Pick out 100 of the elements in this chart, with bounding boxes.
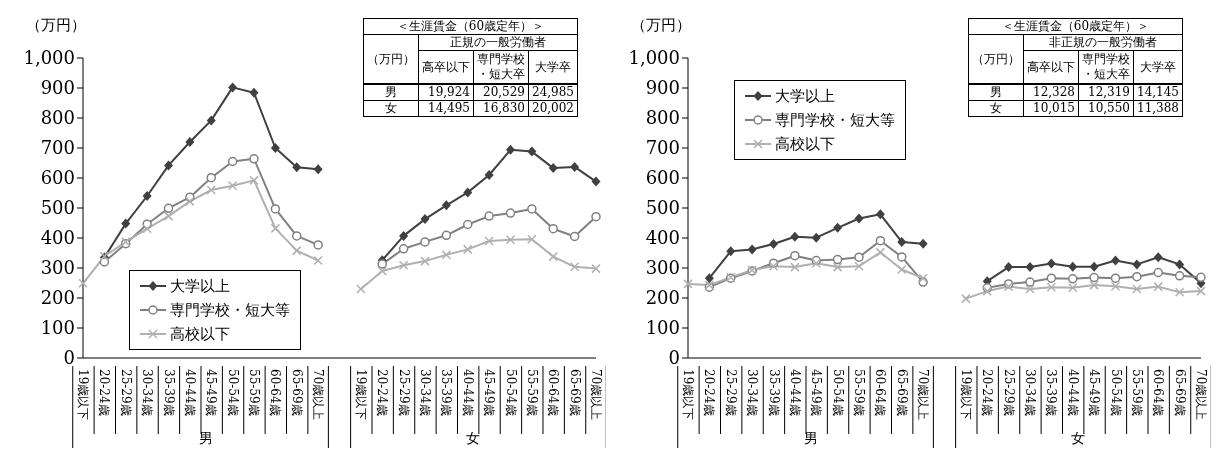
point (441, 250, 452, 260)
point (704, 273, 714, 284)
text: （万円） (363, 34, 419, 84)
x-tick-label: 65-69歳 (567, 369, 582, 416)
y-tick-label: 600 (40, 167, 75, 189)
point (875, 235, 886, 246)
x-tick-label: 60-64歳 (546, 369, 561, 416)
point (1175, 259, 1185, 270)
point (1004, 262, 1014, 273)
x-tick-label: 35-39歳 (1044, 369, 1059, 416)
x-tick-label: 19歳以下 (958, 369, 973, 421)
point (548, 223, 558, 234)
point (270, 204, 281, 214)
x-tick-label: 50-54歳 (503, 369, 518, 416)
point (1153, 267, 1163, 278)
y-tick-label: 300 (645, 257, 680, 279)
text: 男 (803, 430, 820, 448)
point (164, 160, 173, 171)
point (1132, 259, 1142, 270)
category-label: 専門学校・短大卒 (1078, 50, 1134, 84)
x-tick-label: 60-64歳 (1151, 369, 1166, 416)
category-label: 女 (385, 101, 397, 115)
x-tick-label: 40-44歳 (787, 369, 802, 416)
x-tick-label: 19歳以下 (76, 369, 90, 421)
legend-label: 大学以上 (170, 276, 230, 296)
text: 19,924 (428, 85, 470, 99)
point (961, 293, 971, 304)
x-tick-label: 65-69歳 (894, 369, 909, 416)
point (228, 82, 238, 93)
point (1153, 252, 1163, 263)
text: 12,319 (1088, 85, 1130, 99)
y-tick-label: 900 (645, 77, 680, 99)
x-tick-label: 25-29歳 (723, 369, 738, 416)
point (918, 238, 928, 249)
point (1089, 272, 1099, 283)
point (833, 222, 843, 233)
y-tick-label: 600 (645, 167, 680, 189)
x-tick-label: 55-59歳 (1129, 369, 1144, 416)
point (897, 236, 907, 247)
point (377, 259, 387, 269)
y-tick-label: 1,000 (628, 47, 680, 69)
point (875, 209, 885, 220)
point (313, 255, 323, 266)
text: 24,985 (532, 85, 574, 99)
text: 20,002 (532, 101, 574, 115)
y-tick-label: 100 (40, 317, 75, 339)
point (591, 263, 601, 274)
category-label: 男 (385, 85, 397, 99)
y-tick-label: 100 (645, 317, 680, 339)
x-tick-label: 20-24歳 (375, 369, 390, 416)
point (292, 162, 302, 173)
point (1025, 284, 1035, 294)
point (591, 211, 601, 222)
point (270, 223, 281, 234)
point (163, 203, 174, 214)
x-tick-label: 70歳以上 (916, 369, 931, 421)
x-tick-label: 45-49歳 (482, 369, 497, 416)
x-tick-label: 20-24歳 (97, 369, 112, 416)
point (163, 211, 174, 221)
y-tick-label: 500 (645, 197, 680, 219)
y-tick-label: 700 (645, 137, 680, 159)
point (1110, 281, 1121, 292)
legend-label: 高校以下 (170, 324, 230, 344)
point (897, 252, 907, 262)
point (683, 279, 693, 289)
text: 正規の一般労働者 (418, 34, 578, 51)
point (441, 200, 451, 211)
x-tick-label: 50-54歳 (225, 369, 240, 416)
point (1174, 271, 1185, 281)
x-tick-label: 70歳以上 (1194, 369, 1208, 421)
category-label: 男 (990, 85, 1002, 99)
text: 12,328 (1033, 85, 1075, 99)
x-tick-label: 20-24歳 (980, 369, 995, 416)
point (398, 260, 409, 271)
point (292, 231, 302, 241)
point (1089, 280, 1099, 290)
point (1046, 258, 1056, 269)
category-label: 大学卒 (528, 50, 578, 84)
point (206, 185, 216, 195)
x-tick-label: 55-59歳 (524, 369, 539, 416)
point (1111, 255, 1120, 266)
point (292, 245, 302, 256)
point (441, 230, 452, 241)
point (1025, 277, 1035, 287)
x-tick-label: 45-49歳 (809, 369, 824, 416)
point (1025, 262, 1035, 273)
text: 11,388 (1137, 101, 1179, 115)
legend-label: 専門学校・短大等 (170, 300, 290, 320)
point (505, 208, 516, 218)
point (227, 156, 238, 167)
point (569, 262, 580, 272)
x-tick-label: 25-29歳 (396, 369, 411, 416)
x-tick-label: 60-64歳 (873, 369, 888, 416)
point (747, 244, 757, 255)
x-tick-label: 19歳以下 (353, 369, 368, 421)
point (726, 246, 736, 257)
y-tick-label: 0 (63, 347, 75, 369)
point (484, 236, 494, 246)
point (121, 218, 131, 229)
point (790, 250, 800, 261)
